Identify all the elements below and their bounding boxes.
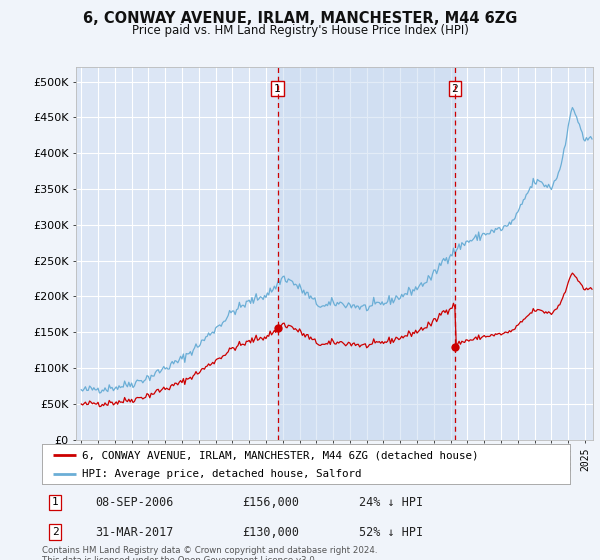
Text: 2: 2 [451, 83, 458, 94]
Text: £130,000: £130,000 [242, 525, 299, 539]
Text: HPI: Average price, detached house, Salford: HPI: Average price, detached house, Salf… [82, 469, 361, 479]
Text: Contains HM Land Registry data © Crown copyright and database right 2024.
This d: Contains HM Land Registry data © Crown c… [42, 546, 377, 560]
Text: 31-MAR-2017: 31-MAR-2017 [95, 525, 173, 539]
Text: 6, CONWAY AVENUE, IRLAM, MANCHESTER, M44 6ZG (detached house): 6, CONWAY AVENUE, IRLAM, MANCHESTER, M44… [82, 450, 478, 460]
Text: 1: 1 [274, 83, 281, 94]
Text: £156,000: £156,000 [242, 496, 299, 509]
Text: 24% ↓ HPI: 24% ↓ HPI [359, 496, 423, 509]
Bar [278, 67, 455, 440]
Text: 1: 1 [52, 497, 59, 507]
Text: Price paid vs. HM Land Registry's House Price Index (HPI): Price paid vs. HM Land Registry's House … [131, 24, 469, 36]
Text: 6, CONWAY AVENUE, IRLAM, MANCHESTER, M44 6ZG: 6, CONWAY AVENUE, IRLAM, MANCHESTER, M44… [83, 11, 517, 26]
Text: 2: 2 [52, 527, 59, 537]
Text: 08-SEP-2006: 08-SEP-2006 [95, 496, 173, 509]
Text: 52% ↓ HPI: 52% ↓ HPI [359, 525, 423, 539]
